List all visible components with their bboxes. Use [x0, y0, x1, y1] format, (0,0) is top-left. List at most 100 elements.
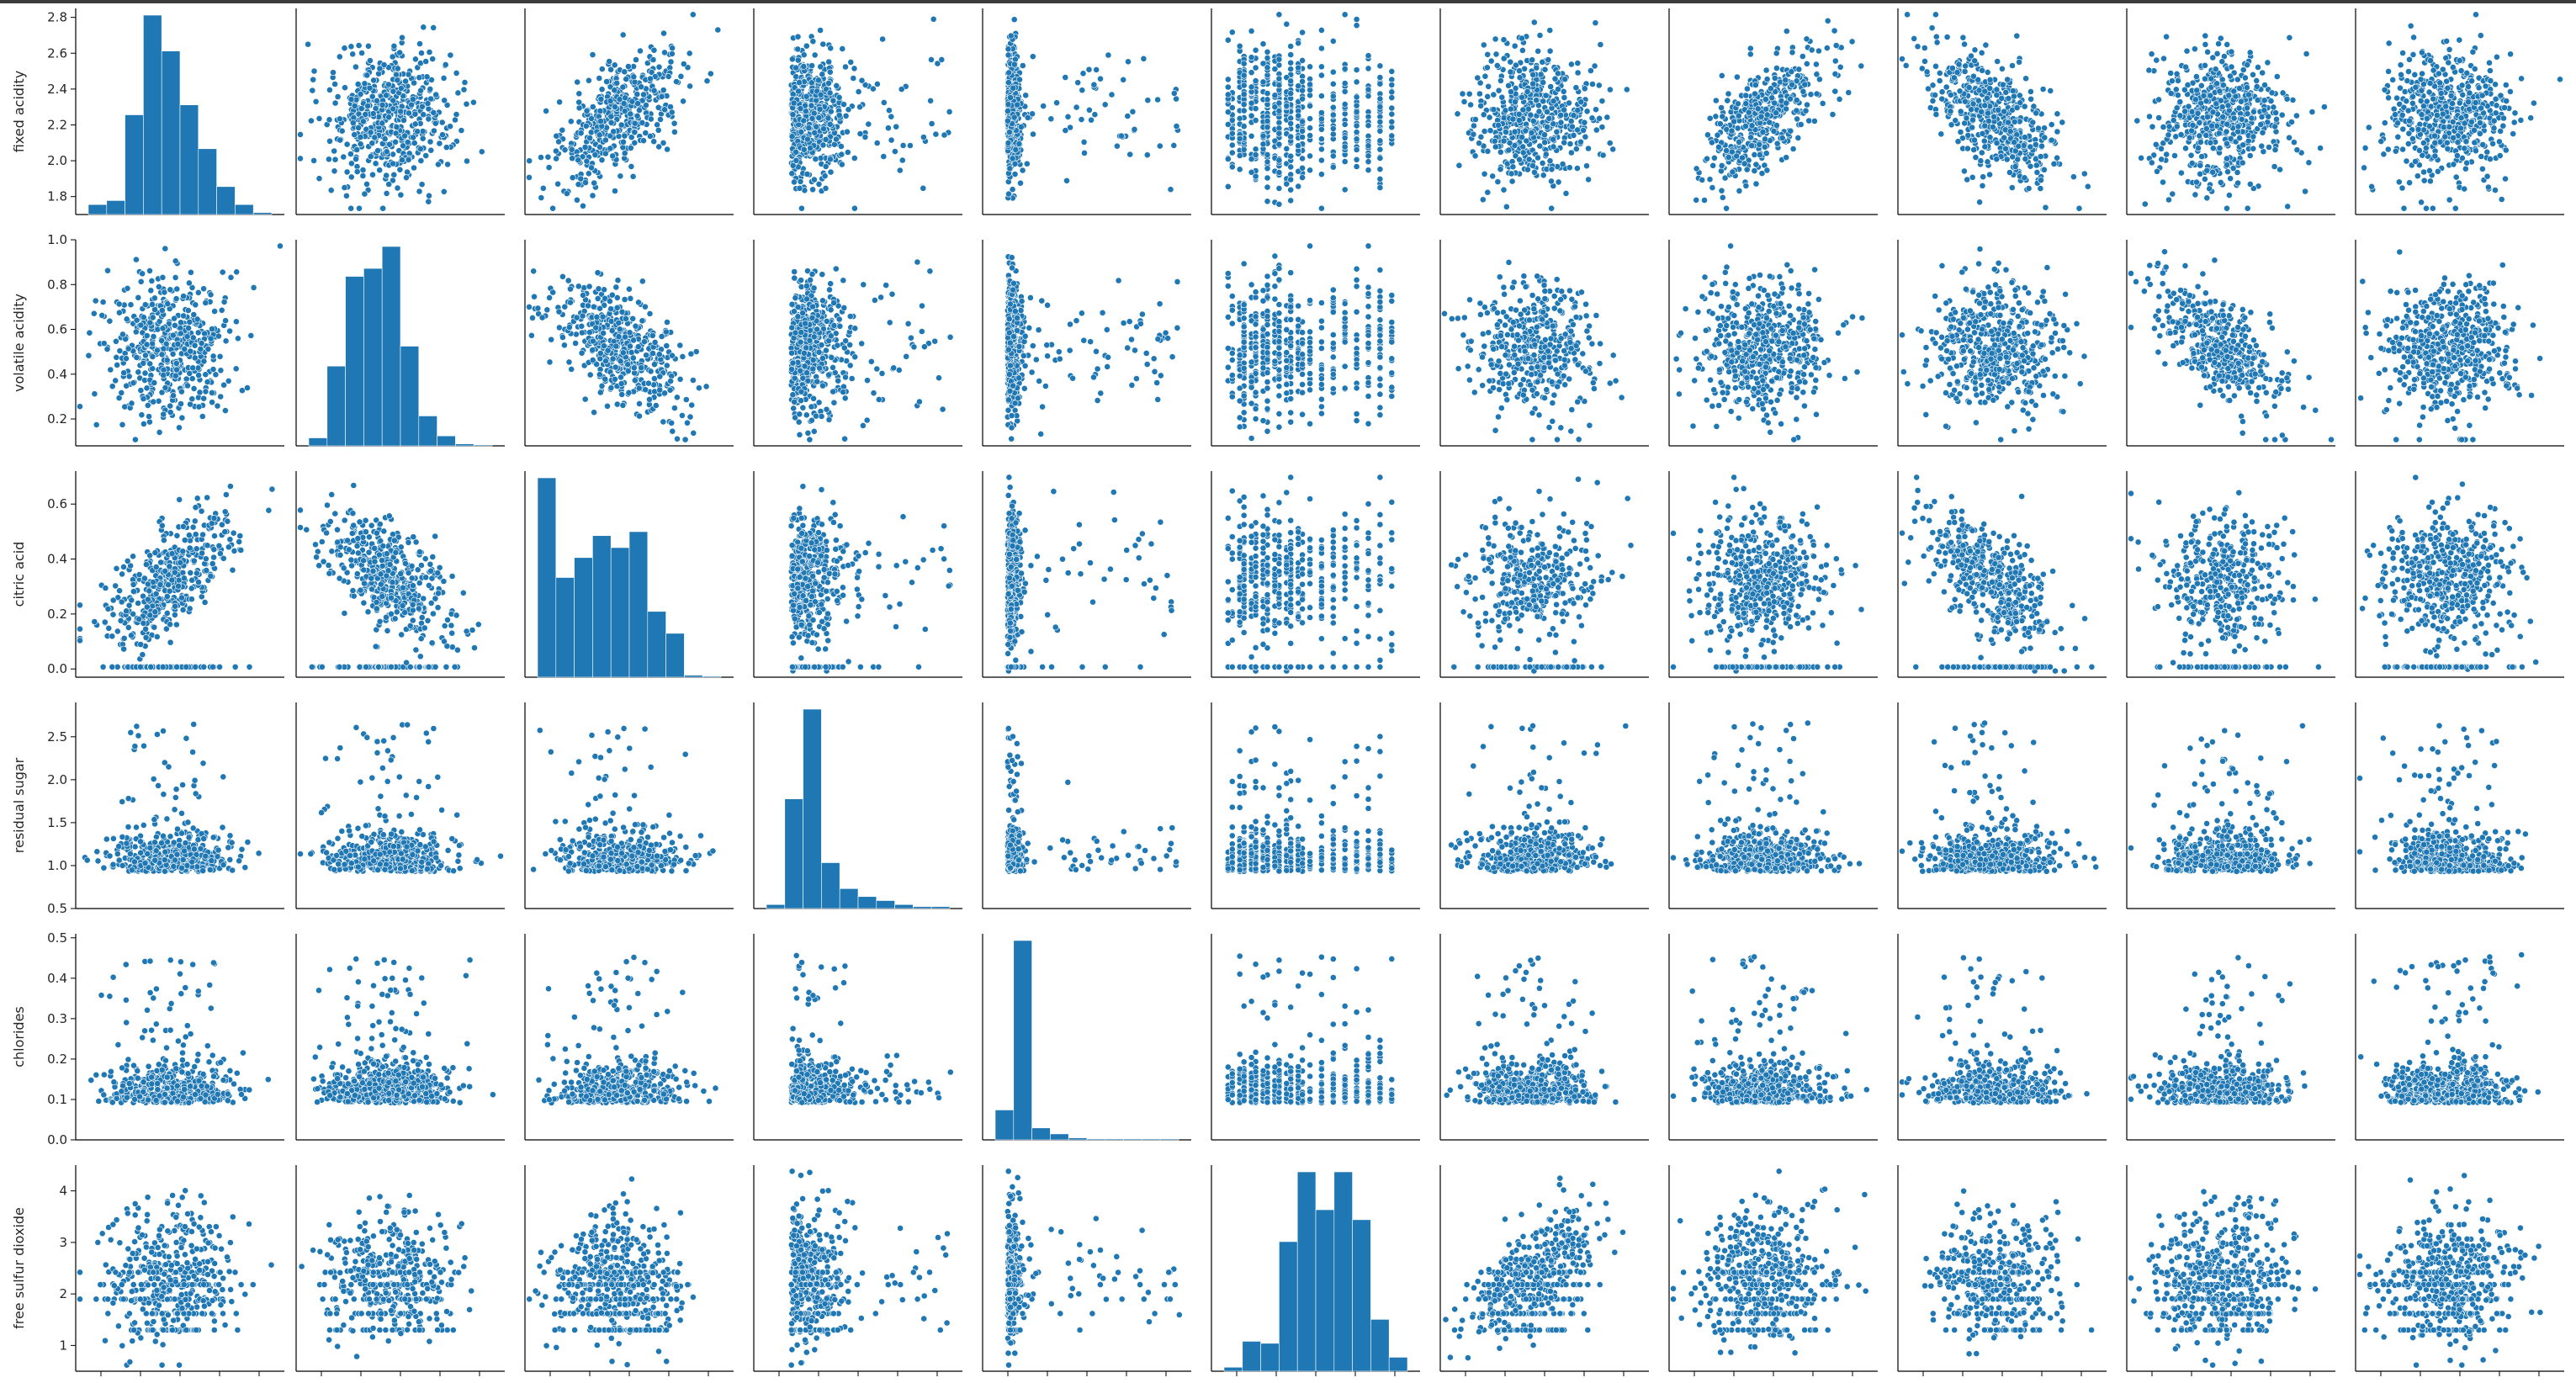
scatter-point [553, 155, 559, 162]
scatter-point [1516, 156, 1523, 163]
scatter-point [845, 106, 852, 114]
scatter-point [1799, 87, 1807, 95]
scatter-point [809, 186, 816, 193]
scatter-point [1824, 17, 1831, 24]
scatter-point [1271, 66, 1279, 72]
scatter-point [1474, 74, 1481, 82]
scatter-point [1129, 108, 1137, 115]
scatter-point [2216, 145, 2224, 151]
scatter-point [408, 101, 415, 109]
scatter-point [1557, 119, 1565, 126]
scatter-point [2217, 178, 2224, 186]
scatter-point [1287, 51, 1295, 58]
scatter-point [1080, 138, 1088, 146]
scatter-point [798, 128, 805, 135]
scatter-point [1248, 112, 1255, 119]
scatter-point [2293, 146, 2301, 154]
scatter-point [2033, 109, 2040, 117]
scatter-point [1019, 167, 1026, 174]
scatter-point [2224, 140, 2230, 147]
scatter-point [1264, 174, 1271, 182]
scatter-point [1718, 104, 1725, 111]
scatter-point [341, 184, 348, 191]
scatter-point [2406, 179, 2413, 187]
scatter-point [2407, 22, 2414, 29]
scatter-point [2229, 165, 2237, 172]
scatter-point [2141, 200, 2149, 208]
scatter-point [826, 120, 834, 128]
scatter-point [686, 50, 693, 57]
scatter-point [422, 58, 430, 65]
scatter-point [470, 98, 477, 106]
scatter-point [352, 63, 359, 71]
scatter-point [844, 149, 851, 156]
scatter-point [1540, 172, 1547, 179]
scatter-point [1086, 106, 1093, 114]
scatter-point [420, 24, 427, 31]
scatter-point [1365, 152, 1372, 160]
scatter-point [1131, 125, 1138, 133]
scatter-point [1167, 186, 1174, 193]
scatter-point [2217, 97, 2224, 104]
scatter-point [1307, 115, 1313, 122]
scatter-point [2271, 123, 2278, 130]
scatter-point [555, 138, 562, 146]
scatter-point [2230, 87, 2238, 95]
scatter-point [2492, 187, 2499, 193]
scatter-point [383, 172, 390, 179]
scatter-point [1921, 58, 1928, 65]
scatter-point [1746, 45, 1754, 52]
scatter-point [1524, 105, 1532, 113]
scatter-point [1484, 93, 1492, 100]
scatter-point [886, 107, 893, 114]
scatter-point [2004, 76, 2012, 83]
scatter-point [707, 70, 714, 77]
scatter-point [1561, 106, 1567, 114]
scatter-point [597, 95, 605, 103]
panel-r0-c9 [2126, 8, 2335, 215]
scatter-point [1236, 114, 1243, 122]
scatter-point [460, 86, 468, 93]
scatter-point [2266, 144, 2272, 151]
scatter-point [326, 87, 333, 93]
panel-r0-c6 [1439, 8, 1649, 215]
scatter-point [1947, 108, 1954, 115]
scatter-point [1228, 29, 1236, 36]
scatter-point [1550, 120, 1557, 128]
scatter-point [1353, 16, 1360, 23]
scatter-point [1236, 166, 1243, 173]
scatter-point [1140, 55, 1148, 62]
scatter-point [367, 153, 374, 160]
scatter-point [2193, 87, 2201, 94]
scatter-point [1006, 165, 1014, 172]
scatter-point [315, 114, 323, 122]
scatter-point [580, 202, 586, 209]
scatter-point [2021, 174, 2028, 182]
scatter-point [1719, 113, 1726, 120]
scatter-point [636, 107, 643, 114]
scatter-point [1012, 146, 1020, 153]
scatter-point [587, 129, 595, 136]
scatter-point [1454, 110, 1461, 118]
scatter-point [1555, 178, 1562, 186]
scatter-point [1264, 64, 1271, 72]
scatter-point [423, 73, 431, 81]
scatter-point [2001, 108, 2008, 115]
scatter-point [819, 71, 826, 78]
scatter-point [569, 155, 575, 162]
scatter-point [2176, 112, 2184, 119]
scatter-point [819, 40, 827, 48]
scatter-point [1329, 93, 1337, 100]
scatter-point [1837, 63, 1844, 71]
scatter-point [1725, 153, 1732, 161]
scatter-point [815, 180, 823, 188]
scatter-point [1984, 69, 1991, 76]
scatter-point [1925, 85, 1932, 93]
scatter-point [1329, 103, 1337, 111]
scatter-point [1981, 102, 1989, 109]
scatter-point [2399, 146, 2406, 153]
scatter-point [2271, 146, 2279, 153]
scatter-point [2175, 77, 2181, 84]
scatter-point [1078, 116, 1085, 123]
scatter-point [1577, 98, 1585, 106]
